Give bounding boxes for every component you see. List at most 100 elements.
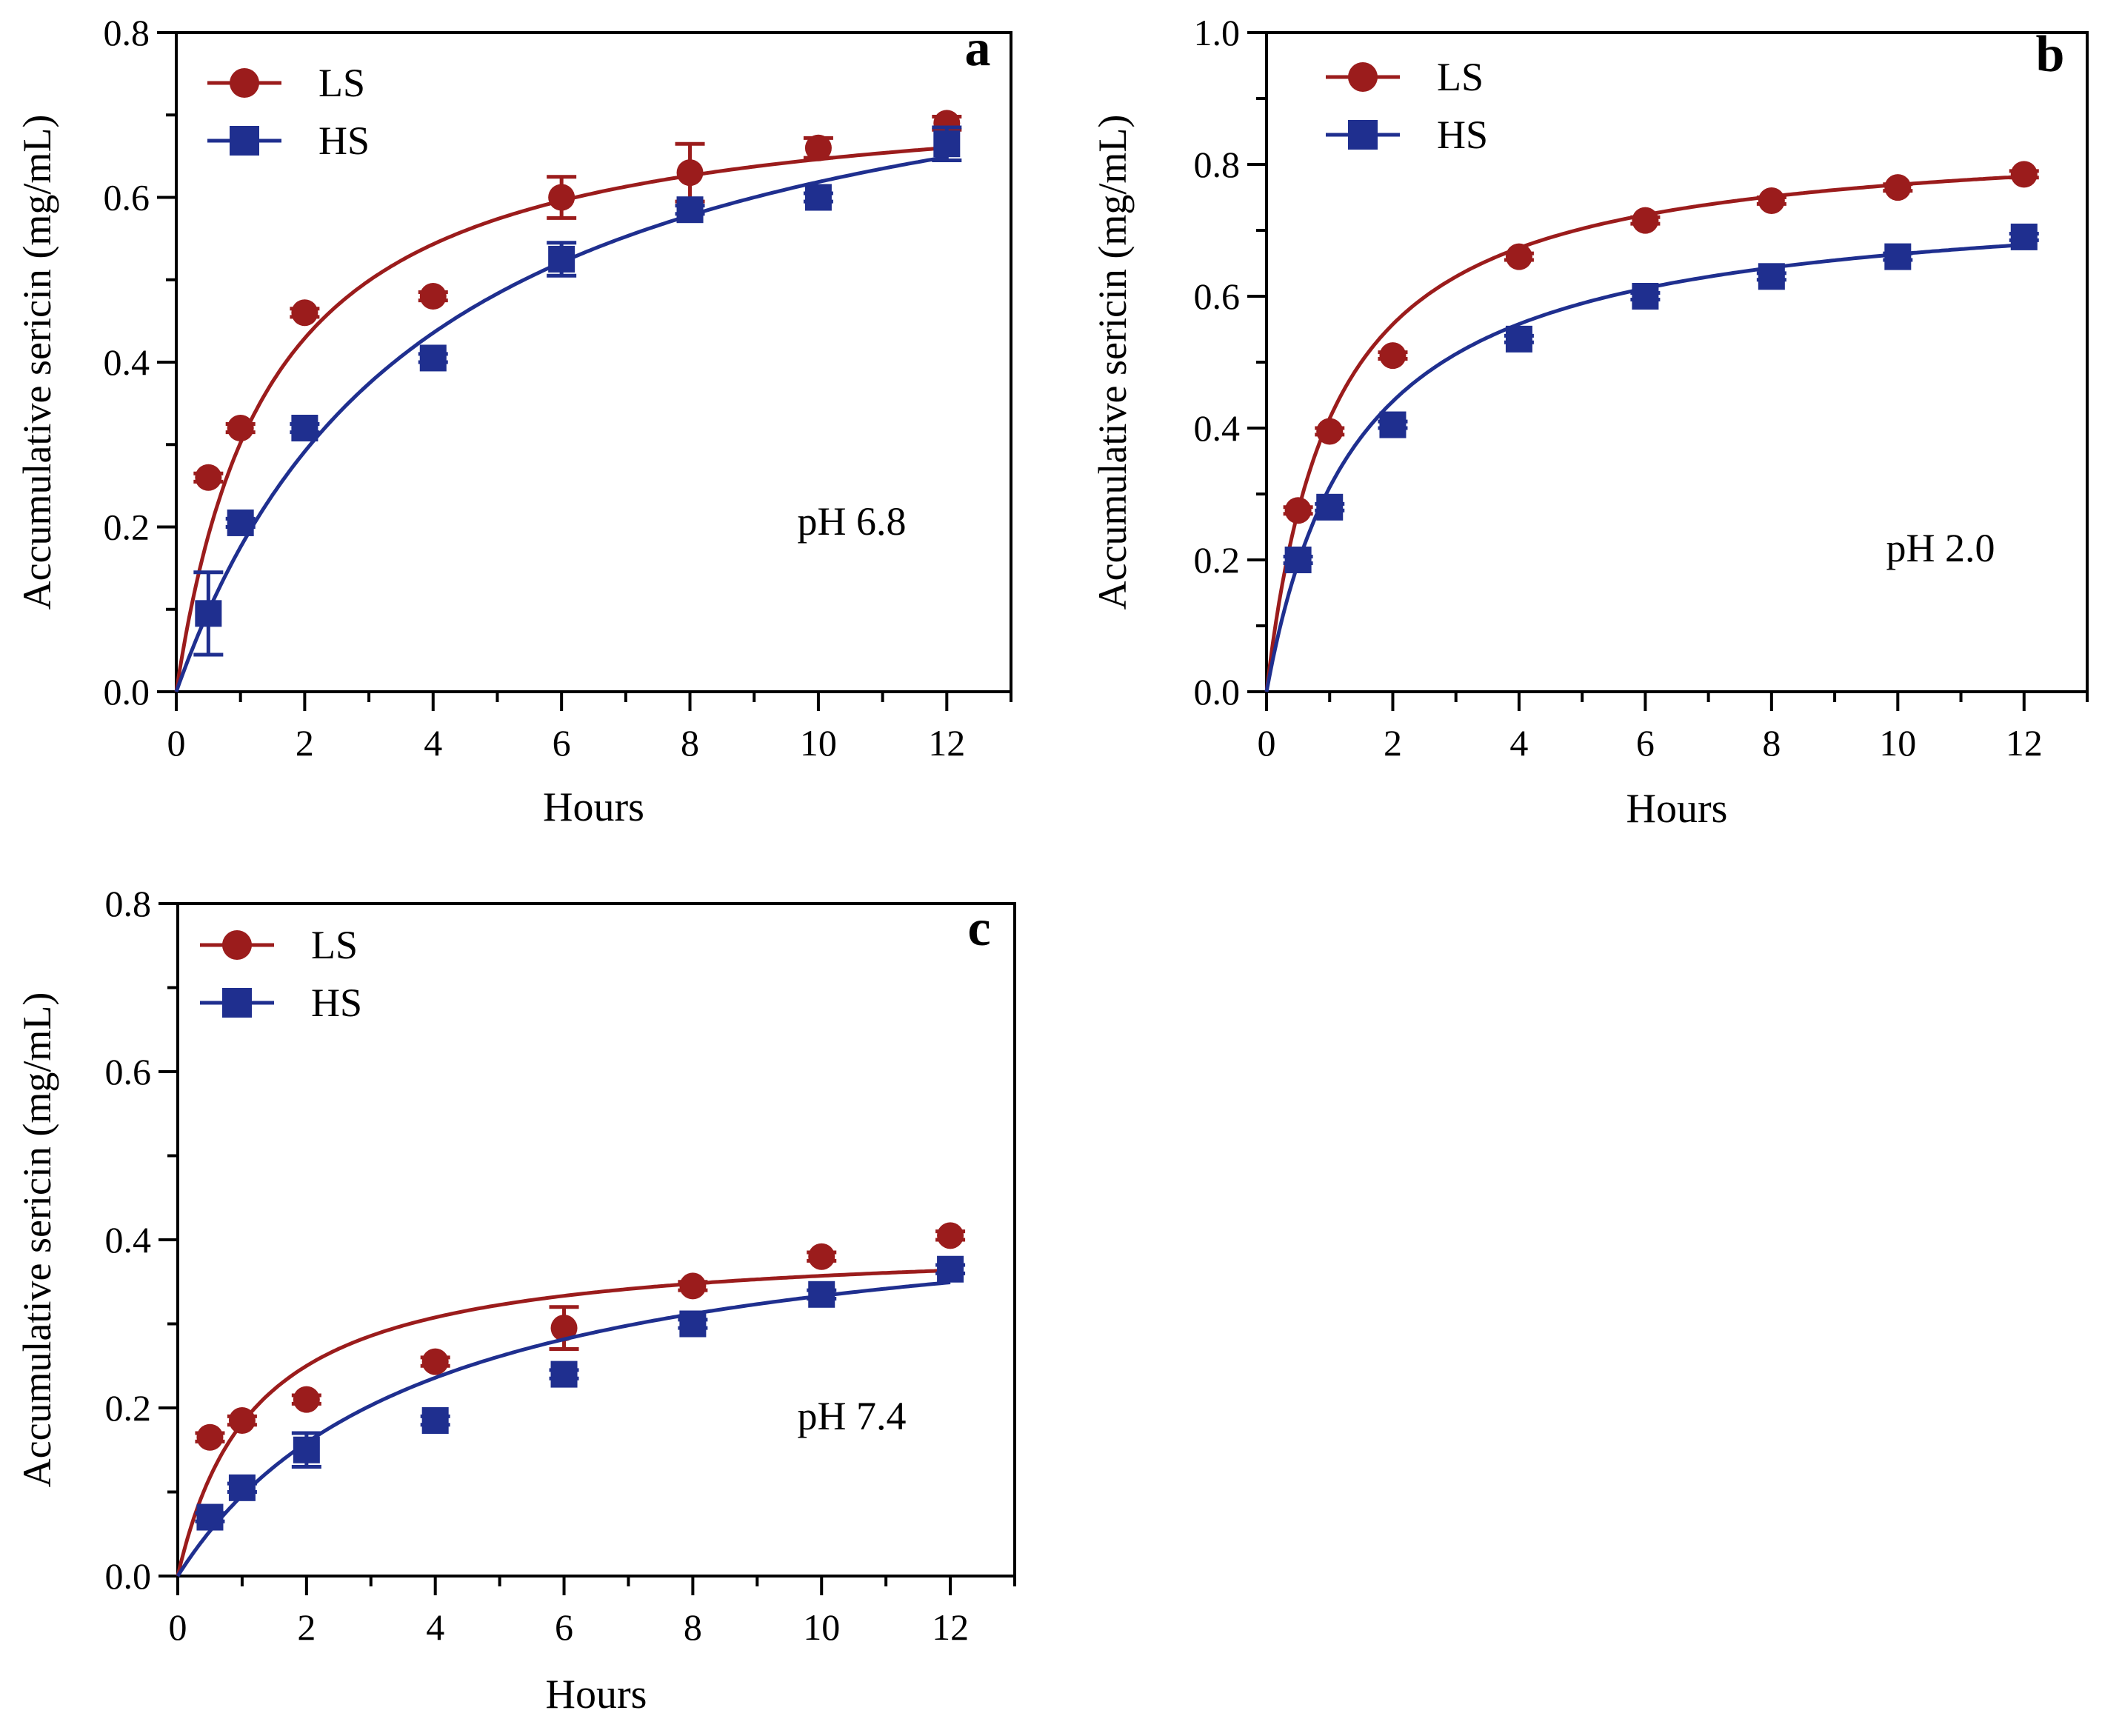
y-tick-label: 0.0 (104, 671, 150, 712)
y-tick-label: 0.4 (1194, 407, 1241, 449)
y-tick-label: 0.2 (1194, 539, 1241, 581)
data-point-LS (679, 1272, 707, 1300)
y-tick-label: 0.6 (104, 177, 150, 218)
y-axis-label: Accumulative sericin (mg/mL) (15, 992, 59, 1488)
x-tick-label: 10 (800, 722, 837, 764)
fit-curve-HS (1264, 243, 2024, 692)
x-tick-label: 4 (426, 1606, 444, 1648)
panel-a: 0 2 4 6 8 10 12 0.0 0.2 0.4 0.6 0.8 Hours Accumulativ… (15, 12, 1012, 830)
panel-b: 0 2 4 6 8 10 12 0.0 0.2 0.4 0.6 0.8 1.0 Hours Accumula… (1090, 12, 2089, 832)
y-axis-label: Accumulative sericin (mg/mL) (15, 115, 59, 610)
data-point-LS (196, 1423, 224, 1451)
data-point-LS (291, 299, 318, 327)
legend-marker-HS (1348, 120, 1378, 150)
data-point-HS (1379, 411, 1407, 438)
x-tick-label: 4 (424, 722, 442, 764)
ph-annotation: pH 2.0 (1886, 526, 1995, 570)
data-point-LS (550, 1315, 578, 1342)
data-point-HS (227, 509, 254, 536)
legend-marker-LS (230, 68, 259, 98)
data-point-LS (227, 415, 254, 441)
data-point-LS (1316, 418, 1344, 445)
data-point-LS (228, 1407, 256, 1435)
plot-frame (175, 31, 1012, 693)
x-tick-label: 8 (681, 722, 699, 764)
series-LS: LS (174, 61, 962, 692)
y-axis-label: Accumulative sericin (mg/mL) (1090, 115, 1135, 610)
legend-label-LS: LS (311, 923, 358, 967)
data-point-HS (808, 1281, 835, 1308)
data-point-HS (419, 344, 447, 372)
y-tick-label: 0.2 (104, 507, 150, 548)
y-tick-label: 0.4 (105, 1219, 152, 1261)
series-HS: HS (176, 981, 966, 1578)
legend-label-LS: LS (1437, 55, 1484, 99)
panel-label: b (2036, 26, 2065, 83)
x-tick-label: 2 (1384, 722, 1402, 764)
series-HS: HS (1264, 113, 2039, 692)
data-point-HS (550, 1361, 578, 1388)
legend-label-HS: HS (1437, 113, 1488, 157)
x-tick-label: 10 (803, 1606, 840, 1648)
series-LS: LS (176, 923, 966, 1577)
y-tick-label: 0.0 (1194, 671, 1241, 712)
data-point-HS (937, 1255, 964, 1283)
panel-label: a (965, 20, 991, 77)
x-tick-label: 10 (1879, 722, 1916, 764)
x-axis-label: Hours (1626, 786, 1728, 832)
data-point-HS (933, 130, 961, 158)
x-tick-label: 12 (928, 722, 965, 764)
x-tick-label: 4 (1509, 722, 1528, 764)
x-axis-label: Hours (546, 1672, 647, 1717)
legend-label-HS: HS (311, 981, 362, 1025)
x-tick-label: 8 (1762, 722, 1781, 764)
data-point-LS (1505, 243, 1532, 270)
data-point-HS (195, 600, 222, 627)
y-tick-label: 0.4 (104, 341, 150, 383)
x-tick-label: 0 (1258, 722, 1276, 764)
data-point-LS (1379, 342, 1407, 370)
x-tick-label: 6 (1636, 722, 1655, 764)
x-tick-label: 2 (296, 722, 314, 764)
data-point-LS (1284, 497, 1312, 524)
x-tick-label: 8 (684, 1606, 702, 1648)
fit-curve-LS (176, 1268, 951, 1577)
data-point-HS (1884, 243, 1912, 270)
y-tick-label: 0.0 (105, 1555, 152, 1597)
y-tick-label: 0.6 (105, 1051, 152, 1092)
data-point-LS (808, 1243, 835, 1270)
legend-marker-LS (222, 930, 252, 960)
data-point-LS (421, 1348, 449, 1375)
x-tick-label: 0 (167, 722, 186, 764)
data-point-HS (804, 184, 832, 211)
data-point-HS (679, 1310, 707, 1338)
legend-marker-LS (1348, 62, 1378, 92)
data-point-HS (548, 245, 575, 273)
x-tick-label: 12 (932, 1606, 969, 1648)
data-point-LS (2010, 161, 2038, 188)
data-point-HS (676, 196, 704, 224)
data-point-LS (933, 110, 961, 137)
y-tick-label: 1.0 (1194, 12, 1241, 53)
data-point-LS (1884, 174, 1912, 201)
ph-annotation: pH 6.8 (798, 499, 907, 544)
data-point-LS (195, 464, 222, 491)
data-point-LS (419, 283, 447, 310)
y-tick-label: 0.8 (104, 12, 150, 53)
data-point-HS (228, 1474, 256, 1501)
x-axis-label: Hours (543, 784, 644, 830)
data-point-HS (293, 1436, 320, 1463)
x-tick-label: 2 (297, 1606, 316, 1648)
y-tick-label: 0.6 (1194, 276, 1241, 317)
x-tick-label: 6 (555, 1606, 573, 1648)
panel-c: 0 2 4 6 8 10 12 0.0 0.2 0.4 0.6 0.8 Hours Accumulativ… (15, 883, 1016, 1717)
plot-frame (176, 902, 1016, 1578)
legend-marker-HS (222, 988, 252, 1018)
x-tick-label: 6 (553, 722, 571, 764)
panel-label: c (967, 900, 990, 957)
data-point-HS (291, 415, 318, 441)
data-point-HS (1505, 325, 1532, 353)
legend-label-HS: HS (318, 118, 370, 163)
legend-label-LS: LS (318, 61, 365, 105)
